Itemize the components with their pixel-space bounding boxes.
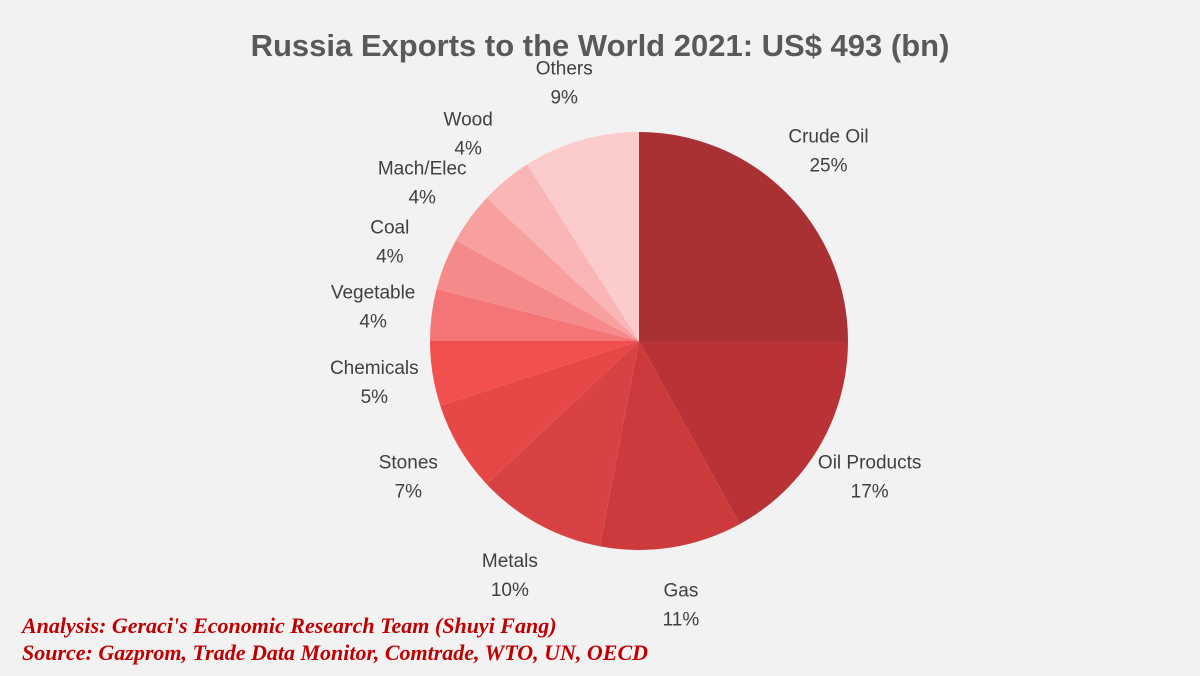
slice-category-label: Crude Oil [788, 127, 868, 148]
slice-value-label: 4% [376, 246, 404, 267]
slice-category-label: Wood [444, 110, 493, 131]
pie-slice [430, 341, 639, 406]
slice-category-label: Stones [379, 452, 438, 473]
pie-slice [527, 132, 639, 341]
chart-title: Russia Exports to the World 2021: US$ 49… [251, 28, 950, 63]
slice-category-label: Coal [370, 217, 409, 238]
slice-category-label: Gas [663, 581, 698, 602]
slice-value-label: 25% [809, 156, 847, 177]
pie-slice [599, 341, 740, 551]
slice-category-label: Vegetable [331, 282, 416, 303]
slice-value-label: 7% [395, 481, 423, 502]
slice-category-label: Oil Products [818, 452, 921, 473]
slice-value-label: 4% [359, 311, 387, 332]
slice-value-label: 4% [408, 187, 436, 208]
slice-category-label: Metals [482, 551, 538, 572]
annotation: Source: Gazprom, Trade Data Monitor, Com… [22, 640, 648, 665]
slice-category-label: Others [536, 59, 593, 80]
pie-slice [639, 341, 848, 525]
slice-value-label: 11% [663, 610, 700, 631]
pie-slice [440, 341, 639, 485]
pie-slice [486, 164, 639, 341]
slice-value-label: 5% [361, 387, 389, 408]
slice-value-label: 10% [491, 580, 529, 601]
slice-value-label: 4% [454, 139, 482, 160]
slice-value-label: 17% [851, 481, 889, 502]
annotation: Analysis: Geraci's Economic Research Tea… [20, 613, 557, 638]
pie-slice [430, 289, 639, 341]
pie-slice [486, 341, 639, 547]
pie-slice [436, 240, 639, 341]
pie-slice [455, 197, 639, 341]
pie-slice [639, 132, 848, 341]
slice-value-label: 9% [550, 88, 578, 109]
slice-category-label: Chemicals [330, 358, 419, 379]
slice-category-label: Mach/Elec [378, 158, 467, 179]
